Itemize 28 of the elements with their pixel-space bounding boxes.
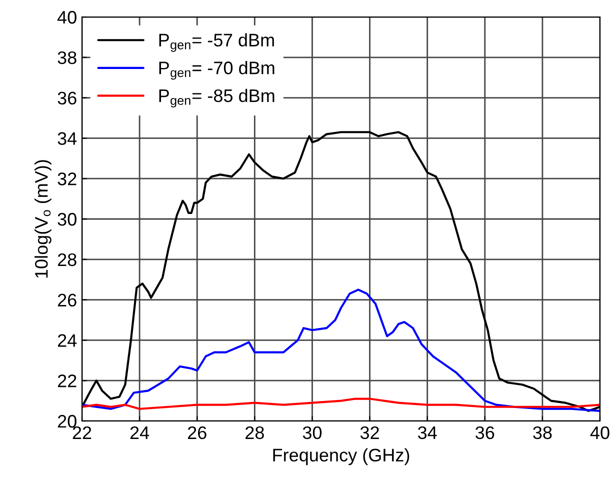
x-axis-title: Frequency (GHz)	[273, 448, 410, 466]
y-tick-label: 32	[58, 172, 76, 186]
legend-label: P$_{gen}$= -57 dBm	[159, 33, 274, 52]
y-tick-label: 38	[58, 51, 76, 64]
x-tick-label: 34	[418, 426, 437, 440]
x-tick-label: 24	[130, 426, 150, 439]
x-tick-label: 28	[246, 426, 264, 440]
x-tick-label: 22	[72, 426, 92, 439]
y-tick-label: 28	[58, 253, 76, 266]
line-series	[82, 398, 600, 410]
y-tick-label: 40	[57, 10, 76, 24]
y-tick-label: 20	[58, 414, 76, 428]
x-tick-label: 40	[590, 426, 610, 440]
y-tick-label: 24	[58, 334, 77, 347]
y-tick-label: 36	[58, 92, 76, 105]
line-series	[82, 288, 600, 412]
x-tick-label: 32	[360, 426, 379, 440]
x-tick-label: 36	[476, 426, 494, 440]
y-tick-label: 30	[58, 212, 76, 226]
y-tick-label: 22	[58, 374, 76, 388]
y-tick-label: 26	[58, 294, 76, 307]
x-tick-label: 26	[188, 426, 206, 440]
legend-label: P$_{gen}$= -70 dBm	[159, 61, 274, 80]
x-tick-label: 38	[533, 426, 552, 440]
y-axis-title: 10log(V$_{o}$ (mV))	[34, 160, 52, 278]
legend-label: P$_{gen}$= -85 dBm	[159, 88, 274, 108]
y-tick-label: 34	[58, 132, 77, 145]
x-tick-label: 30	[302, 426, 322, 440]
